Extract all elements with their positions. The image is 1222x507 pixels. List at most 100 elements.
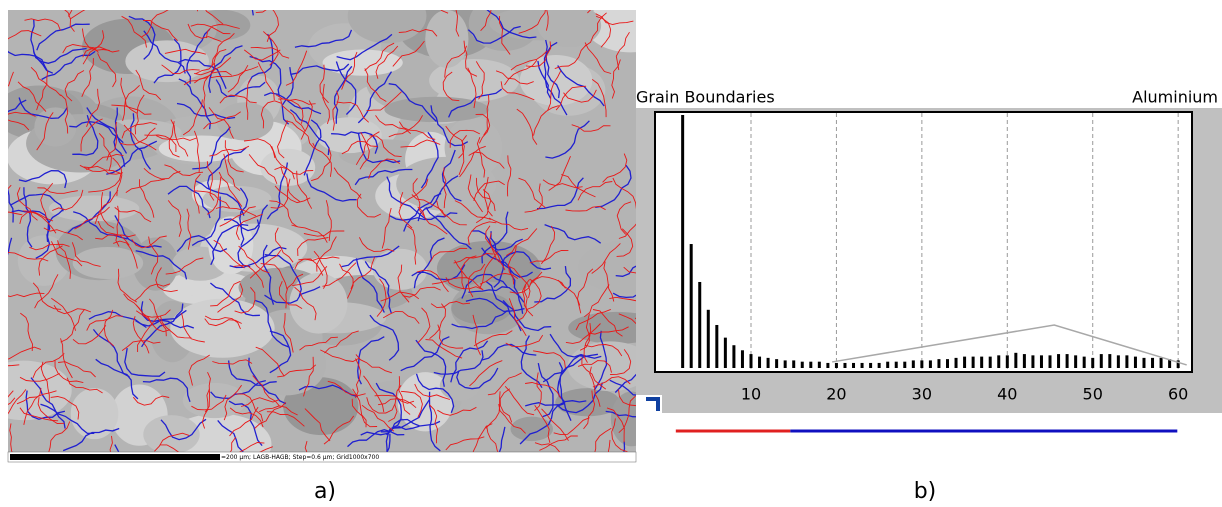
boundary <box>467 263 486 298</box>
boundary <box>355 358 362 399</box>
boundary <box>137 316 159 352</box>
boundary <box>508 298 527 337</box>
boundary <box>281 67 294 125</box>
x-tick-label: 30 <box>912 385 932 404</box>
boundary <box>194 190 231 209</box>
boundary <box>264 286 321 304</box>
boundary <box>212 359 253 365</box>
boundary <box>182 99 203 136</box>
boundary <box>506 155 512 197</box>
boundary <box>606 407 625 443</box>
boundary <box>227 360 277 386</box>
boundary <box>117 268 138 303</box>
boundary <box>518 10 546 34</box>
bar <box>698 281 702 368</box>
boundary <box>480 10 492 32</box>
boundary <box>16 390 57 405</box>
boundary <box>196 10 199 12</box>
boundary <box>154 432 190 452</box>
boundary <box>192 126 231 170</box>
boundary <box>437 406 477 416</box>
bar <box>809 361 813 368</box>
boundary <box>271 146 295 180</box>
boundary <box>519 403 565 445</box>
bar <box>1065 354 1069 368</box>
boundary <box>490 231 505 288</box>
boundary <box>18 170 68 189</box>
boundary <box>279 98 306 132</box>
boundary <box>274 227 294 263</box>
boundary <box>208 107 234 139</box>
boundary <box>333 65 353 124</box>
boundary <box>363 375 385 413</box>
boundary <box>472 314 482 356</box>
boundary <box>155 267 178 293</box>
bar <box>903 361 907 368</box>
boundary <box>417 206 448 235</box>
boundary <box>111 104 152 115</box>
boundary <box>618 223 636 239</box>
boundary <box>285 120 315 149</box>
x-tick-label: 50 <box>1083 385 1103 404</box>
boundary <box>135 310 171 333</box>
grain <box>125 40 209 83</box>
boundary <box>428 404 439 444</box>
scale-strip <box>7 451 637 463</box>
boundary <box>259 446 273 452</box>
boundary <box>124 347 166 377</box>
bar <box>706 309 710 368</box>
boundary <box>488 217 529 231</box>
boundary <box>500 81 535 101</box>
boundary <box>294 258 324 276</box>
boundary <box>260 100 282 129</box>
grain <box>384 96 490 123</box>
boundary <box>36 23 90 51</box>
boundary <box>458 135 467 176</box>
boundary <box>213 239 245 269</box>
boundary <box>504 385 535 416</box>
boundary <box>388 83 437 122</box>
boundary <box>203 111 241 130</box>
boundary <box>223 384 242 421</box>
boundary <box>498 260 524 314</box>
grain <box>48 195 140 222</box>
boundary <box>611 418 628 452</box>
boundary <box>255 346 285 377</box>
boundary <box>103 309 115 347</box>
boundary <box>191 394 227 411</box>
boundary <box>186 28 211 84</box>
boundary <box>456 367 499 390</box>
boundary <box>542 179 583 189</box>
boundary <box>398 376 411 415</box>
boundary <box>364 68 387 102</box>
boundary <box>80 118 103 152</box>
boundary <box>8 71 14 87</box>
boundary <box>58 361 96 378</box>
boundary <box>543 41 558 99</box>
boundary <box>264 253 302 297</box>
boundary <box>11 209 51 242</box>
boundary <box>498 403 526 434</box>
boundary <box>612 292 636 299</box>
boundary <box>237 219 260 268</box>
boundary <box>516 284 528 322</box>
boundary <box>32 353 65 379</box>
boundary <box>167 185 211 219</box>
boundary <box>205 24 240 39</box>
boundary <box>164 164 204 176</box>
boundary <box>539 435 578 451</box>
boundary <box>266 162 289 220</box>
boundary <box>8 292 45 298</box>
boundary <box>34 274 59 309</box>
boundary <box>374 394 415 404</box>
boundary <box>8 50 49 73</box>
bar <box>1125 355 1129 368</box>
boundary <box>556 382 604 414</box>
boundary <box>400 336 450 372</box>
boundary <box>565 205 606 212</box>
boundary <box>8 397 16 405</box>
bar <box>1039 355 1043 368</box>
boundary <box>413 237 445 289</box>
boundary <box>323 415 355 445</box>
boundary <box>82 30 105 65</box>
